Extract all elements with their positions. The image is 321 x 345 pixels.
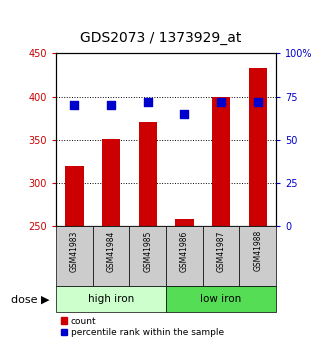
Legend: count, percentile rank within the sample: count, percentile rank within the sample bbox=[61, 317, 224, 337]
Bar bbox=[212, 97, 230, 226]
Point bbox=[72, 102, 77, 108]
Text: GSM41984: GSM41984 bbox=[107, 230, 116, 272]
Bar bbox=[175, 219, 194, 226]
Point bbox=[255, 99, 260, 105]
Point bbox=[108, 102, 114, 108]
FancyBboxPatch shape bbox=[203, 226, 239, 286]
Text: low iron: low iron bbox=[200, 294, 242, 304]
Bar bbox=[248, 68, 267, 226]
FancyBboxPatch shape bbox=[166, 286, 276, 312]
FancyBboxPatch shape bbox=[166, 226, 203, 286]
Text: GSM41987: GSM41987 bbox=[217, 230, 226, 272]
Point bbox=[182, 111, 187, 117]
FancyBboxPatch shape bbox=[93, 226, 129, 286]
FancyBboxPatch shape bbox=[56, 286, 166, 312]
FancyBboxPatch shape bbox=[129, 226, 166, 286]
Text: high iron: high iron bbox=[88, 294, 134, 304]
Point bbox=[219, 99, 224, 105]
Text: dose ▶: dose ▶ bbox=[11, 294, 50, 304]
Bar bbox=[139, 122, 157, 226]
Text: GSM41985: GSM41985 bbox=[143, 230, 152, 272]
Text: GDS2073 / 1373929_at: GDS2073 / 1373929_at bbox=[80, 31, 241, 45]
Bar bbox=[65, 166, 84, 226]
Point bbox=[145, 99, 150, 105]
Text: GSM41983: GSM41983 bbox=[70, 230, 79, 272]
Text: GSM41986: GSM41986 bbox=[180, 230, 189, 272]
Bar bbox=[102, 139, 120, 226]
FancyBboxPatch shape bbox=[56, 226, 93, 286]
FancyBboxPatch shape bbox=[239, 226, 276, 286]
Text: GSM41988: GSM41988 bbox=[253, 230, 262, 272]
